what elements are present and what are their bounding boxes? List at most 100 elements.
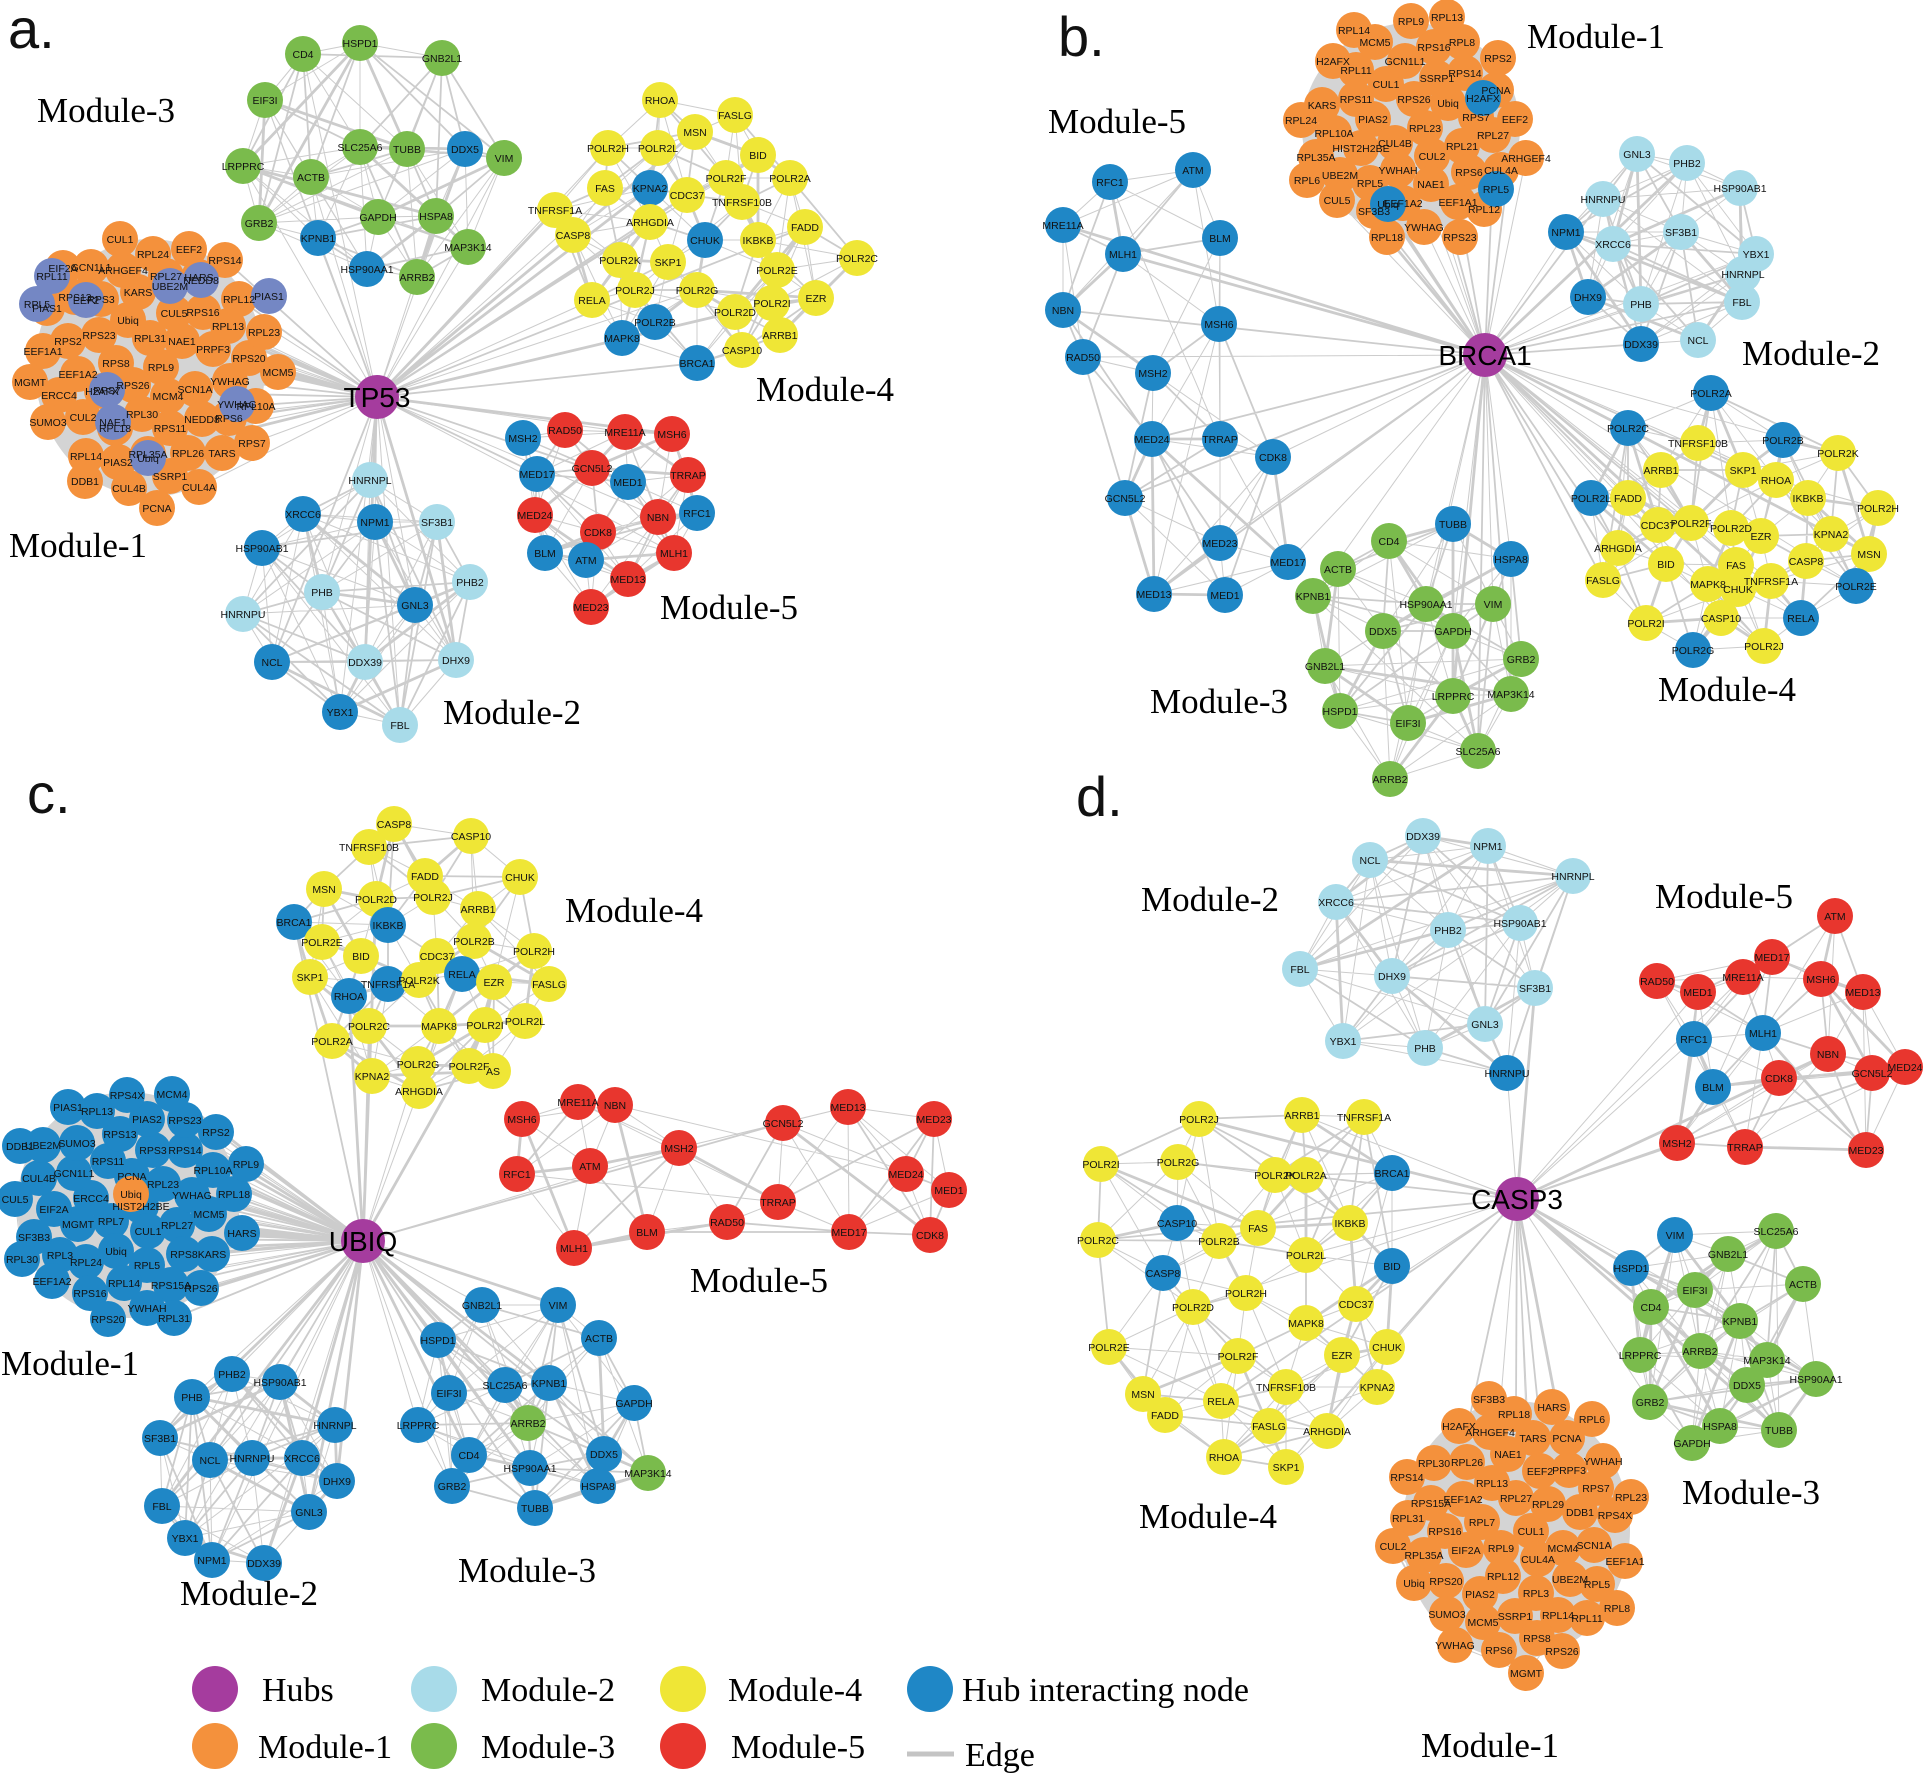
svg-text:TUBB: TUBB bbox=[1439, 519, 1467, 531]
svg-text:Ubiq: Ubiq bbox=[1377, 199, 1399, 211]
svg-text:RPL13: RPL13 bbox=[1476, 1478, 1508, 1490]
svg-text:GRB2: GRB2 bbox=[1636, 1397, 1665, 1409]
svg-text:RPL14: RPL14 bbox=[108, 1278, 140, 1290]
svg-text:RFC1: RFC1 bbox=[1680, 1034, 1708, 1046]
svg-text:SKP1: SKP1 bbox=[297, 972, 324, 984]
svg-text:RPL5: RPL5 bbox=[1584, 1579, 1610, 1591]
svg-text:BRCA1: BRCA1 bbox=[1374, 1168, 1409, 1180]
svg-text:CUL2: CUL2 bbox=[70, 412, 97, 424]
svg-text:TNFRSF1A: TNFRSF1A bbox=[1337, 1112, 1391, 1124]
svg-text:FADD: FADD bbox=[1151, 1410, 1179, 1422]
svg-text:FASLG: FASLG bbox=[1252, 1421, 1286, 1433]
svg-text:PIAS2: PIAS2 bbox=[132, 1114, 162, 1126]
svg-text:PRPF3: PRPF3 bbox=[1552, 1465, 1586, 1477]
svg-text:YBX1: YBX1 bbox=[1743, 249, 1770, 261]
svg-text:CASP10: CASP10 bbox=[1157, 1218, 1197, 1230]
svg-text:DDX39: DDX39 bbox=[247, 1558, 281, 1570]
svg-text:TUBB: TUBB bbox=[521, 1503, 549, 1515]
svg-text:RPS7: RPS7 bbox=[1582, 1483, 1610, 1495]
svg-text:SLC25A6: SLC25A6 bbox=[1754, 1226, 1799, 1238]
svg-text:DDX5: DDX5 bbox=[1733, 1380, 1761, 1392]
svg-text:RELA: RELA bbox=[448, 969, 475, 981]
svg-text:DHX9: DHX9 bbox=[442, 655, 470, 667]
svg-text:CDK8: CDK8 bbox=[584, 527, 612, 539]
svg-text:MED23: MED23 bbox=[573, 602, 608, 614]
svg-text:RPL24: RPL24 bbox=[137, 249, 169, 261]
svg-text:LRPPRC: LRPPRC bbox=[1619, 1350, 1662, 1362]
svg-text:RPS14: RPS14 bbox=[1448, 68, 1481, 80]
svg-text:TNFRSF10B: TNFRSF10B bbox=[1668, 438, 1728, 450]
svg-text:POLR2G: POLR2G bbox=[1157, 1157, 1200, 1169]
svg-text:POLR2J: POLR2J bbox=[1744, 641, 1784, 653]
svg-text:XRCC6: XRCC6 bbox=[1595, 239, 1631, 251]
svg-text:BLM: BLM bbox=[1209, 233, 1231, 245]
svg-text:POLR2J: POLR2J bbox=[1179, 1114, 1219, 1126]
svg-text:NPM1: NPM1 bbox=[360, 517, 389, 529]
svg-text:H2AFX: H2AFX bbox=[85, 386, 119, 398]
svg-text:GCN5L2: GCN5L2 bbox=[763, 1118, 804, 1130]
svg-text:HNRNPL: HNRNPL bbox=[1721, 269, 1764, 281]
svg-text:RPL23: RPL23 bbox=[147, 1179, 179, 1191]
svg-text:NEDD8: NEDD8 bbox=[184, 414, 220, 426]
svg-text:GNB2L1: GNB2L1 bbox=[1305, 661, 1345, 673]
svg-text:MED23: MED23 bbox=[1202, 538, 1237, 550]
svg-text:RPS16: RPS16 bbox=[1417, 42, 1450, 54]
svg-text:POLR2I: POLR2I bbox=[1627, 618, 1664, 630]
svg-text:ATM: ATM bbox=[1182, 165, 1203, 177]
svg-text:RPL6: RPL6 bbox=[1579, 1414, 1605, 1426]
svg-text:Module-3: Module-3 bbox=[37, 91, 175, 130]
svg-text:FASLG: FASLG bbox=[718, 110, 752, 122]
svg-text:PHB: PHB bbox=[181, 1392, 203, 1404]
svg-text:RPL13: RPL13 bbox=[212, 321, 244, 333]
svg-text:POLR2E: POLR2E bbox=[301, 937, 342, 949]
svg-text:BID: BID bbox=[352, 951, 370, 963]
svg-text:TNFRSF1A: TNFRSF1A bbox=[361, 979, 415, 991]
svg-text:VIM: VIM bbox=[1666, 1230, 1685, 1242]
svg-text:MSH6: MSH6 bbox=[507, 1114, 536, 1126]
svg-text:RPS6: RPS6 bbox=[1485, 1645, 1513, 1657]
svg-text:RPL31: RPL31 bbox=[134, 333, 166, 345]
svg-text:MAPK8: MAPK8 bbox=[1288, 1318, 1324, 1330]
svg-text:MRE11A: MRE11A bbox=[557, 1097, 598, 1109]
svg-text:EIF3I: EIF3I bbox=[1395, 718, 1420, 730]
svg-text:KPNB1: KPNB1 bbox=[532, 1378, 567, 1390]
svg-text:MSH6: MSH6 bbox=[1806, 974, 1835, 986]
svg-text:MED17: MED17 bbox=[831, 1227, 866, 1239]
svg-text:GNL3: GNL3 bbox=[295, 1507, 323, 1519]
svg-text:DDX5: DDX5 bbox=[1369, 626, 1397, 638]
svg-text:RPL26: RPL26 bbox=[1451, 1457, 1483, 1469]
svg-text:SF3B3: SF3B3 bbox=[1473, 1394, 1505, 1406]
svg-text:SUMO3: SUMO3 bbox=[29, 417, 67, 429]
svg-text:HSPD1: HSPD1 bbox=[1613, 1263, 1648, 1275]
svg-text:RPL30: RPL30 bbox=[126, 409, 158, 421]
svg-text:RPL30: RPL30 bbox=[6, 1254, 38, 1266]
svg-text:CHUK: CHUK bbox=[690, 235, 720, 247]
svg-text:MED23: MED23 bbox=[1848, 1145, 1883, 1157]
svg-text:KPNA2: KPNA2 bbox=[355, 1071, 390, 1083]
svg-text:GCN1L1: GCN1L1 bbox=[1385, 56, 1426, 68]
svg-text:HNRNPU: HNRNPU bbox=[221, 609, 266, 621]
svg-text:MAPK8: MAPK8 bbox=[421, 1021, 457, 1033]
svg-text:ARRB1: ARRB1 bbox=[1643, 465, 1678, 477]
svg-text:RPS20: RPS20 bbox=[91, 1314, 124, 1326]
svg-text:MED1: MED1 bbox=[1210, 590, 1239, 602]
svg-text:UBE2M: UBE2M bbox=[152, 281, 188, 293]
svg-text:PHB: PHB bbox=[311, 587, 333, 599]
svg-text:RAD50: RAD50 bbox=[710, 1217, 744, 1229]
svg-text:EZR: EZR bbox=[484, 977, 505, 989]
svg-text:CUL4A: CUL4A bbox=[1521, 1554, 1555, 1566]
svg-text:ARHGEF4: ARHGEF4 bbox=[1501, 153, 1551, 165]
svg-text:RPS3: RPS3 bbox=[139, 1145, 167, 1157]
svg-text:RPS26: RPS26 bbox=[184, 1283, 217, 1295]
svg-text:HNRNPL: HNRNPL bbox=[313, 1420, 356, 1432]
svg-text:FADD: FADD bbox=[411, 871, 439, 883]
svg-text:RPL35A: RPL35A bbox=[1404, 1550, 1443, 1562]
svg-text:IKBKB: IKBKB bbox=[743, 235, 774, 247]
svg-text:RPL27: RPL27 bbox=[1500, 1493, 1532, 1505]
svg-text:Module-3: Module-3 bbox=[1150, 682, 1288, 721]
svg-text:Module-1: Module-1 bbox=[1, 1344, 139, 1383]
svg-text:Module-5: Module-5 bbox=[660, 588, 798, 627]
svg-text:CUL4B: CUL4B bbox=[22, 1173, 56, 1185]
svg-text:MED24: MED24 bbox=[1134, 434, 1169, 446]
svg-text:ATM: ATM bbox=[1824, 911, 1845, 923]
